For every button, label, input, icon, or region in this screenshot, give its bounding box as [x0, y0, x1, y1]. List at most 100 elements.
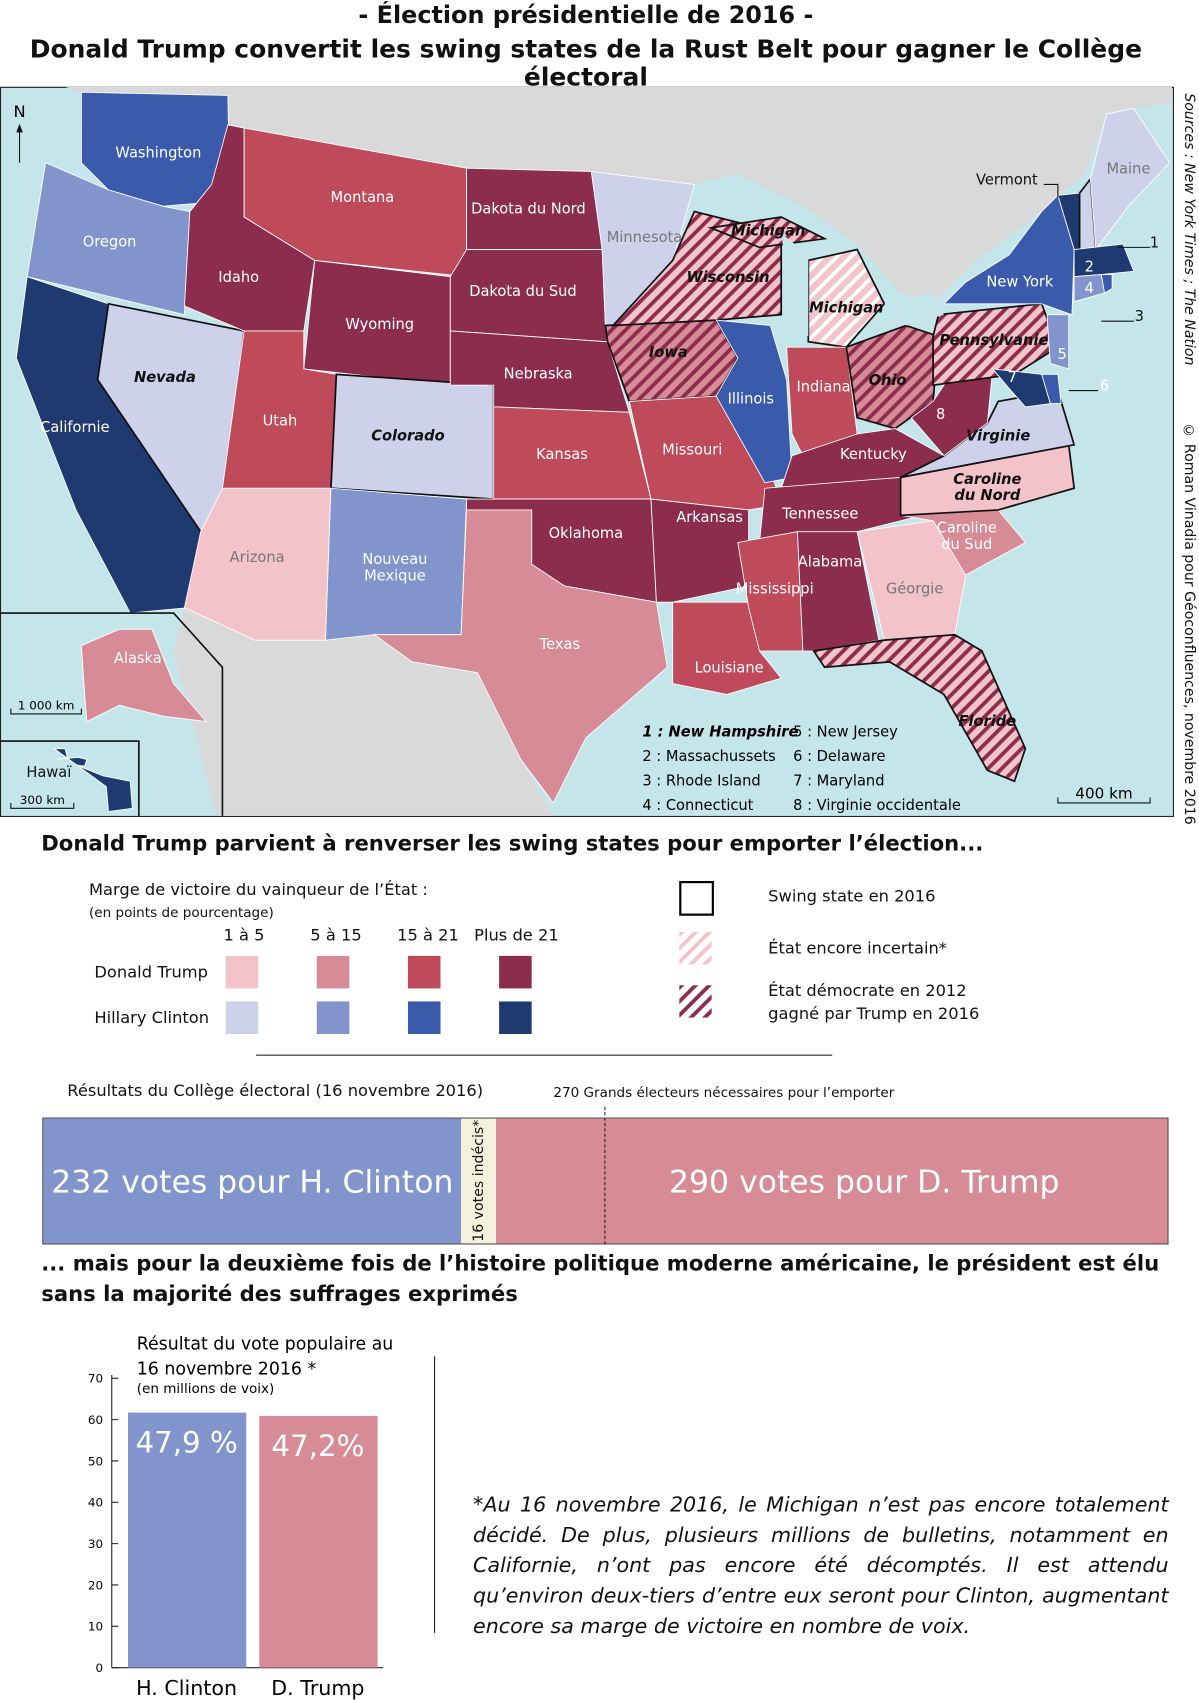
state-ma: [1073, 243, 1135, 278]
state-key-1: 1 : New Hampshire: [642, 724, 798, 741]
uncertain-label: État encore incertain*: [768, 938, 947, 959]
threshold-line: [604, 1106, 606, 1245]
state-key-6: 6 : Delaware: [793, 748, 885, 765]
state-label-md: 7: [1008, 369, 1017, 386]
state-ar: [650, 498, 750, 603]
bar-data-label: 47,9 %: [135, 1426, 237, 1460]
state-key-7: 7 : Maryland: [793, 773, 884, 790]
state-fl: [812, 633, 1027, 783]
state-md: [991, 368, 1051, 408]
state-label-ne: Nebraska: [504, 366, 573, 383]
state-label-mi: Michigan: [809, 299, 883, 316]
state-label-az: Arizona: [230, 549, 285, 566]
margin-subtitle: (en points de pourcentage): [88, 903, 274, 921]
state-label-ny: New York: [986, 273, 1053, 290]
state-label-ar: Arkansas: [676, 509, 743, 526]
bar-clinton: [128, 1412, 247, 1668]
subheading: ... mais pour la deuxième fois de l’hist…: [41, 1251, 1160, 1307]
state-label-or: Oregon: [83, 233, 137, 250]
category-label: H. Clinton: [136, 1676, 237, 1700]
state-label-id: Idaho: [218, 269, 259, 286]
copyright-text: © Roman Vinadia pour Géoconfluences, nov…: [1180, 423, 1197, 825]
state-key-2: 2 : Massachussets: [642, 748, 775, 765]
state-label-co: Colorado: [371, 428, 444, 445]
canada: [65, 86, 1172, 304]
state-il: [715, 319, 793, 484]
undecided-segment: 16 votes indécis*: [461, 1118, 496, 1244]
us-election-map: Washington Oregon Californie Nevada Idaho Mon…: [0, 86, 1174, 818]
state-key-3: 3 : Rhode Island: [642, 773, 760, 790]
title-line-2: Donald Trump convertit les swing states …: [29, 35, 1142, 93]
alaska-inset-frame: [0, 612, 224, 816]
state-label-sc: Caroline du Sud: [937, 520, 997, 553]
state-nj: [1046, 314, 1070, 370]
state-label-ak: Alaska: [114, 650, 162, 667]
state-label-wi: Wisconsin: [686, 269, 769, 286]
legend-swatch-clinton_1_5: [225, 1001, 259, 1035]
state-label-ut: Utah: [263, 412, 298, 429]
state-key-4: 4 : Connecticut: [642, 797, 753, 814]
state-label-in: Indiana: [796, 379, 850, 396]
state-label-nc: Caroline du Nord: [953, 471, 1021, 504]
state-label-ia: Iowa: [649, 344, 688, 361]
state-label-va: Virginie: [966, 428, 1030, 445]
state-ak: [80, 628, 208, 723]
lake-erie: [884, 292, 944, 326]
y-tick-label: 40: [88, 1496, 103, 1510]
uncertain-swatch: [679, 932, 712, 965]
state-label-ct: 4: [1085, 280, 1094, 297]
state-label-mn: Minnesota: [607, 229, 682, 246]
legend-swatch-trump_15_21: [407, 955, 441, 989]
state-key-5: 5 : New Jersey: [793, 724, 898, 741]
state-label-tn: Tennessee: [781, 506, 858, 523]
chart-ylabel: (en millions de voix): [137, 1381, 275, 1397]
lake-michigan: [781, 233, 809, 337]
state-ri: [1100, 274, 1113, 294]
threshold-label: 270 Grands électeurs nécessaires pour l’…: [553, 1083, 895, 1101]
flipped-label-1: État démocrate en 2012: [768, 980, 967, 1001]
state-label-tx: Texas: [539, 636, 580, 653]
state-label-sd: Dakota du Sud: [469, 283, 577, 300]
popular-vote-chart: Résultat du vote populaire au 16 novembre…: [88, 1335, 394, 1700]
legend-swatch-clinton_21: [499, 1001, 532, 1035]
state-label-nj: 5: [1058, 346, 1067, 363]
legend-swatch-clinton_5_15: [316, 1001, 350, 1035]
bar-data-label: 47,2%: [271, 1429, 364, 1463]
title-line-1: - Élection présidentielle de 2016 -: [358, 2, 814, 30]
hawaii-inset-frame: [0, 740, 140, 816]
state-label-me: Maine: [1106, 161, 1150, 178]
legend-column-3: 15 à 21: [397, 925, 459, 946]
legend-swatch-trump_5_15: [316, 955, 350, 989]
state-label-ky: Kentucky: [840, 446, 907, 463]
state-label-la: Louisiane: [695, 660, 764, 677]
state-label-ca: Californie: [40, 419, 109, 436]
trump-segment: 290 votes pour D. Trump: [495, 1118, 1168, 1244]
chart-title: Résultat du vote populaire au 16 novembre…: [137, 1335, 394, 1380]
legend-column-2: 5 à 15: [310, 925, 362, 946]
legend-heading: Donald Trump parvient à renverser les sw…: [41, 831, 984, 857]
state-label-wv: 8: [936, 406, 945, 423]
swing-state-label: Swing state en 2016: [768, 886, 936, 906]
margin-title: Marge de victoire du vainqueur de l’État…: [88, 879, 428, 900]
main-scale-label: 400 km: [1075, 785, 1132, 803]
state-label-vt: Vermont: [976, 171, 1038, 188]
state-key-8: 8 : Virginie occidentale: [793, 797, 961, 814]
flipped-label-2: gagné par Trump en 2016: [768, 1003, 980, 1024]
divider: [256, 1054, 833, 1056]
state-hi: [52, 748, 133, 813]
north-label: N: [13, 102, 25, 121]
y-tick-label: 50: [88, 1454, 103, 1468]
state-label-pa: Pennsylvanie: [939, 332, 1048, 349]
state-label-ks: Kansas: [536, 446, 588, 463]
state-miu: [707, 216, 828, 249]
state-label-oh: Ohio: [869, 372, 907, 389]
state-label-mo: Missouri: [662, 442, 722, 459]
swing-state-swatch: [679, 881, 714, 916]
state-label-mt: Montana: [331, 189, 395, 206]
flipped-swatch: [679, 985, 712, 1018]
electoral-bar: 232 votes pour H. Clinton 16 votes indéc…: [42, 1117, 1169, 1245]
hawaii-scale-label: 300 km: [20, 793, 65, 807]
undecided-votes-label: 16 votes indécis*: [470, 1120, 487, 1243]
y-tick-label: 30: [88, 1537, 103, 1551]
y-tick-label: 70: [88, 1372, 103, 1386]
